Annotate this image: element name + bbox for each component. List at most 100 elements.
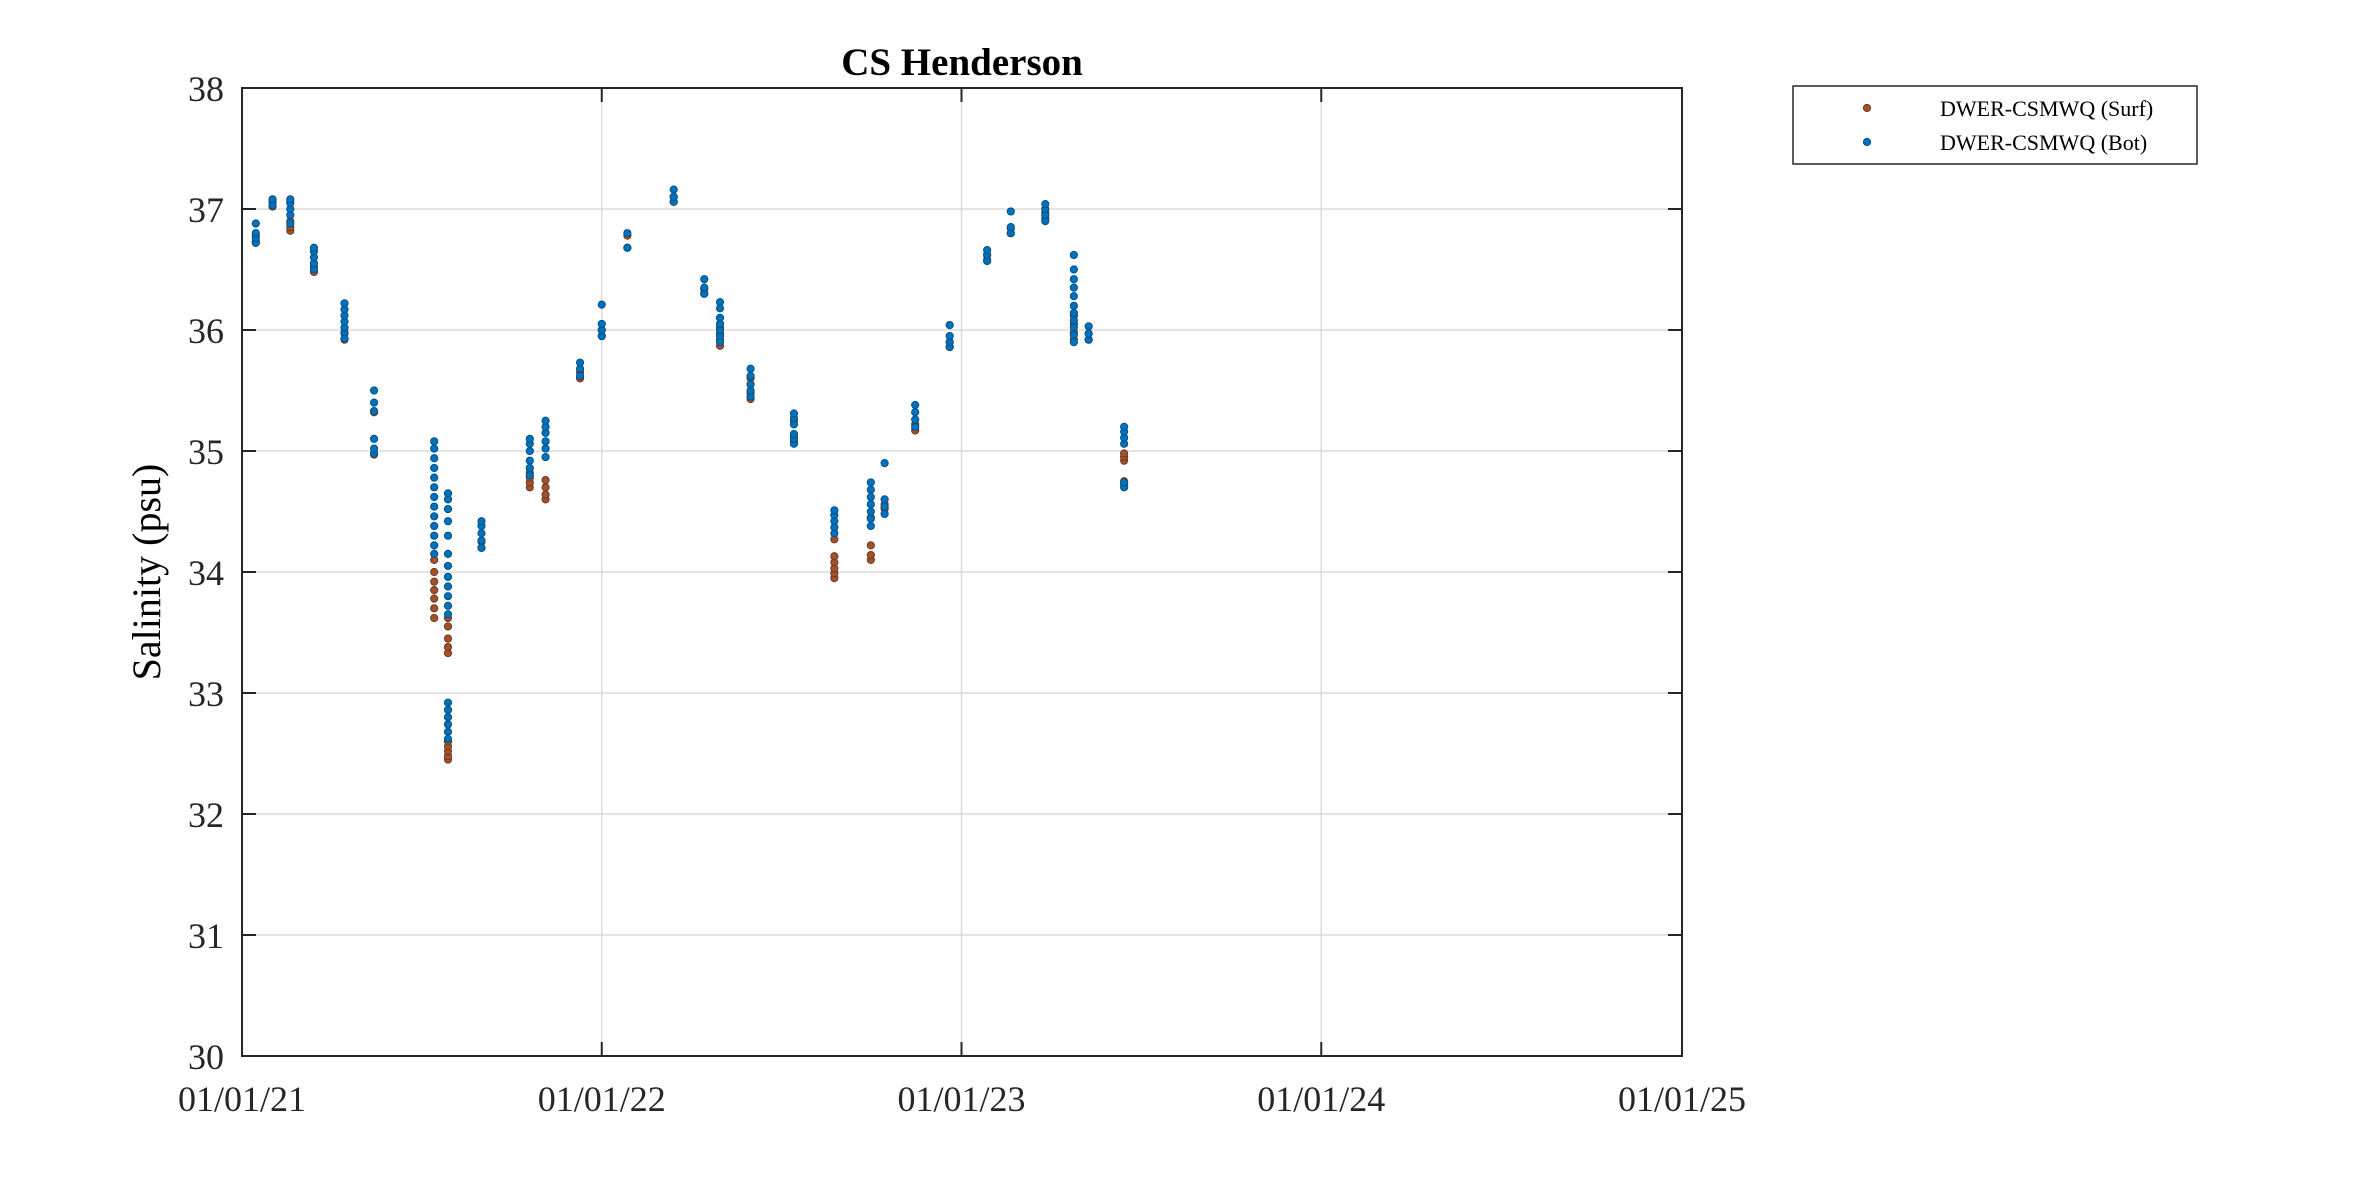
data-point bbox=[746, 364, 755, 373]
data-point bbox=[1069, 292, 1078, 301]
data-point bbox=[430, 541, 439, 550]
data-point bbox=[1084, 329, 1093, 338]
data-point bbox=[525, 446, 534, 456]
y-tick-label: 35 bbox=[188, 432, 224, 472]
data-point bbox=[1069, 338, 1078, 347]
data-point bbox=[911, 408, 920, 417]
data-point bbox=[597, 319, 606, 329]
data-point bbox=[911, 400, 920, 410]
x-tick-label: 01/01/21 bbox=[178, 1079, 306, 1119]
data-point bbox=[251, 219, 260, 228]
data-point bbox=[1084, 322, 1093, 331]
data-point bbox=[443, 504, 453, 514]
data-point bbox=[430, 521, 439, 531]
data-point bbox=[477, 543, 486, 552]
data-point bbox=[830, 506, 839, 515]
data-point bbox=[477, 529, 486, 538]
x-tick-label: 01/01/24 bbox=[1257, 1079, 1385, 1119]
data-point bbox=[443, 720, 453, 729]
x-tick-label: 01/01/25 bbox=[1618, 1079, 1746, 1119]
data-point bbox=[430, 483, 439, 492]
data-point bbox=[430, 463, 439, 473]
data-point bbox=[789, 409, 799, 418]
data-point bbox=[541, 444, 550, 453]
data-point bbox=[1069, 275, 1078, 284]
data-point bbox=[430, 454, 439, 463]
data-point bbox=[430, 567, 439, 577]
data-point bbox=[1041, 200, 1050, 209]
data-point bbox=[866, 521, 875, 531]
legend-marker-bot bbox=[1862, 137, 1872, 147]
data-point bbox=[880, 502, 889, 511]
data-point bbox=[268, 195, 277, 204]
data-point bbox=[1120, 422, 1129, 431]
data-point bbox=[866, 550, 875, 560]
data-point bbox=[443, 727, 453, 736]
data-point bbox=[251, 229, 260, 238]
data-point bbox=[286, 195, 295, 204]
data-point bbox=[575, 371, 585, 381]
legend: DWER-CSMWQ (Surf) DWER-CSMWQ (Bot) bbox=[1792, 85, 2198, 165]
data-point bbox=[1069, 323, 1078, 332]
data-point bbox=[597, 300, 606, 309]
data-point bbox=[866, 500, 875, 509]
data-point bbox=[669, 192, 678, 201]
data-points bbox=[251, 185, 1129, 764]
y-tick-label: 32 bbox=[188, 795, 224, 835]
data-point bbox=[945, 321, 954, 330]
data-point bbox=[1069, 265, 1078, 274]
data-point bbox=[911, 422, 920, 431]
data-point bbox=[369, 398, 379, 407]
data-point bbox=[525, 434, 534, 443]
data-point bbox=[430, 502, 439, 511]
y-tick-labels: 30 31 32 33 34 35 36 37 38 bbox=[188, 69, 224, 1077]
data-point bbox=[430, 444, 439, 453]
data-point bbox=[525, 456, 534, 465]
data-point bbox=[715, 313, 725, 322]
data-point bbox=[369, 434, 379, 443]
data-point bbox=[866, 541, 875, 550]
data-point bbox=[880, 459, 889, 468]
data-point bbox=[1069, 330, 1078, 339]
data-point bbox=[715, 298, 725, 307]
data-point bbox=[309, 243, 319, 252]
data-point bbox=[443, 734, 453, 744]
data-point bbox=[1069, 250, 1078, 260]
x-tick-label: 01/01/23 bbox=[897, 1079, 1025, 1119]
data-point bbox=[443, 698, 453, 707]
data-point bbox=[340, 299, 349, 308]
data-point bbox=[443, 622, 453, 631]
legend-marker-surf bbox=[1862, 103, 1872, 113]
data-point bbox=[443, 489, 453, 498]
data-point bbox=[575, 358, 585, 367]
legend-label-bot: DWER-CSMWQ (Bot) bbox=[1940, 130, 2147, 155]
data-point bbox=[669, 185, 678, 194]
data-point bbox=[443, 572, 453, 581]
data-point bbox=[430, 604, 439, 613]
data-point bbox=[430, 577, 439, 586]
y-tick-label: 31 bbox=[188, 916, 224, 956]
data-point bbox=[430, 586, 439, 595]
data-point bbox=[1120, 449, 1129, 458]
plot-frame bbox=[241, 87, 1683, 1057]
data-point bbox=[477, 536, 486, 545]
data-point bbox=[746, 380, 755, 389]
data-point bbox=[866, 514, 875, 523]
data-point bbox=[541, 483, 550, 492]
data-point bbox=[541, 416, 550, 425]
data-point bbox=[430, 473, 439, 482]
data-point bbox=[945, 331, 954, 341]
data-point bbox=[443, 705, 453, 715]
y-axis-label: Salinity (psu) bbox=[124, 464, 169, 681]
data-point bbox=[866, 507, 875, 516]
data-point bbox=[880, 495, 889, 504]
data-point bbox=[911, 415, 920, 424]
data-point bbox=[830, 552, 839, 561]
data-point bbox=[1006, 223, 1015, 232]
x-tick-label: 01/01/22 bbox=[538, 1079, 666, 1119]
y-tick-label: 30 bbox=[188, 1037, 224, 1077]
data-point bbox=[286, 219, 295, 228]
y-tick-label: 33 bbox=[188, 674, 224, 714]
chart-title: CS Henderson bbox=[841, 41, 1083, 84]
